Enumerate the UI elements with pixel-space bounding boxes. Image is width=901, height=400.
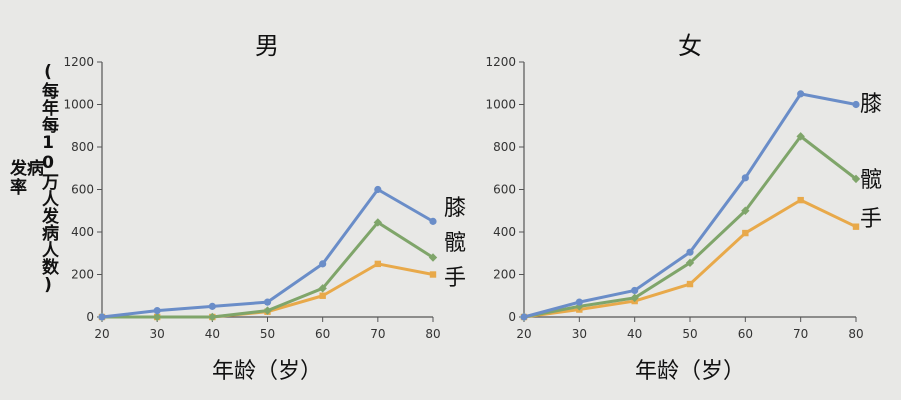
- data-point: [797, 90, 805, 98]
- y-axis-label: 发病率: [10, 159, 44, 198]
- data-point: [374, 185, 382, 194]
- data-point: [263, 298, 272, 306]
- y-tick-label: 800: [493, 140, 516, 154]
- data-point: [152, 312, 162, 322]
- x-tick-label: 40: [205, 327, 220, 341]
- y-tick-label: 600: [71, 183, 94, 197]
- data-point: [429, 217, 437, 225]
- data-point: [374, 260, 382, 268]
- data-point: [208, 302, 216, 310]
- series-label: 膝: [860, 92, 882, 117]
- data-point: [742, 229, 749, 237]
- data-point: [797, 196, 804, 204]
- x-axis-label: 年龄（岁）: [635, 359, 745, 384]
- data-point: [741, 206, 750, 215]
- y-tick-label: 0: [508, 310, 516, 324]
- chart-title: 女: [678, 32, 702, 60]
- series-label: 髋: [860, 168, 882, 193]
- data-point: [428, 253, 438, 262]
- series-label: 手: [444, 266, 466, 291]
- x-axis-label: 年龄（岁）: [212, 359, 322, 384]
- chart-panel-0: 0 200 400 600 800 1000 1200 20 30 40 50 60 70 80 男年龄（岁…: [63, 32, 466, 384]
- x-tick-label: 80: [425, 327, 440, 341]
- data-point: [319, 292, 326, 299]
- y-tick-label: 200: [493, 268, 516, 282]
- y-tick-label: 800: [71, 140, 94, 154]
- data-point: [686, 248, 694, 256]
- data-point: [852, 223, 860, 230]
- x-tick-label: 60: [738, 327, 753, 341]
- y-tick-label: 400: [493, 225, 516, 239]
- data-point: [373, 218, 383, 227]
- series-line-膝: [101, 188, 434, 319]
- data-point: [429, 271, 437, 278]
- y-tick-label: 400: [71, 225, 94, 239]
- y-axis-unit-label: (每年每10万人发病人数): [38, 62, 58, 295]
- y-tick-label: 1000: [63, 98, 94, 112]
- data-point: [852, 100, 860, 109]
- x-tick-label: 70: [370, 327, 385, 341]
- y-tick-label: 600: [493, 183, 516, 197]
- x-tick-label: 30: [572, 327, 587, 341]
- y-tick-label: 1000: [485, 98, 516, 112]
- y-tick-label: 1200: [63, 55, 94, 69]
- series-line-手: [523, 198, 857, 319]
- data-point: [630, 293, 639, 303]
- data-point: [319, 260, 327, 268]
- data-point: [741, 174, 749, 182]
- series-label: 手: [860, 207, 882, 232]
- y-tick-label: 200: [71, 268, 94, 282]
- series-label: 髋: [444, 231, 466, 256]
- data-point: [685, 258, 695, 268]
- x-tick-label: 60: [315, 327, 330, 341]
- data-point: [520, 313, 528, 321]
- y-tick-label: 1200: [485, 55, 516, 69]
- x-tick-label: 50: [260, 327, 275, 341]
- x-tick-label: 70: [793, 327, 808, 341]
- data-point: [575, 298, 583, 306]
- x-tick-label: 50: [682, 327, 697, 341]
- data-point: [851, 174, 861, 184]
- data-point: [318, 284, 327, 293]
- x-tick-label: 30: [150, 327, 165, 341]
- chart-panel-1: 0 200 400 600 800 1000 1200 20 30 40 50 60 70 80 女年龄（岁…: [485, 32, 882, 384]
- data-point: [631, 286, 639, 295]
- series-line-髋: [523, 134, 857, 319]
- x-tick-label: 20: [94, 327, 109, 341]
- x-tick-label: 20: [516, 327, 531, 341]
- x-tick-label: 80: [848, 327, 863, 341]
- data-point: [263, 306, 272, 315]
- data-point: [208, 312, 217, 322]
- data-point: [98, 313, 106, 321]
- data-point: [153, 307, 161, 315]
- data-point: [796, 132, 805, 141]
- x-tick-label: 40: [627, 327, 642, 341]
- series-label: 膝: [444, 196, 466, 221]
- data-point: [686, 280, 694, 288]
- y-tick-label: 0: [86, 310, 94, 324]
- chart-title: 男: [255, 32, 279, 60]
